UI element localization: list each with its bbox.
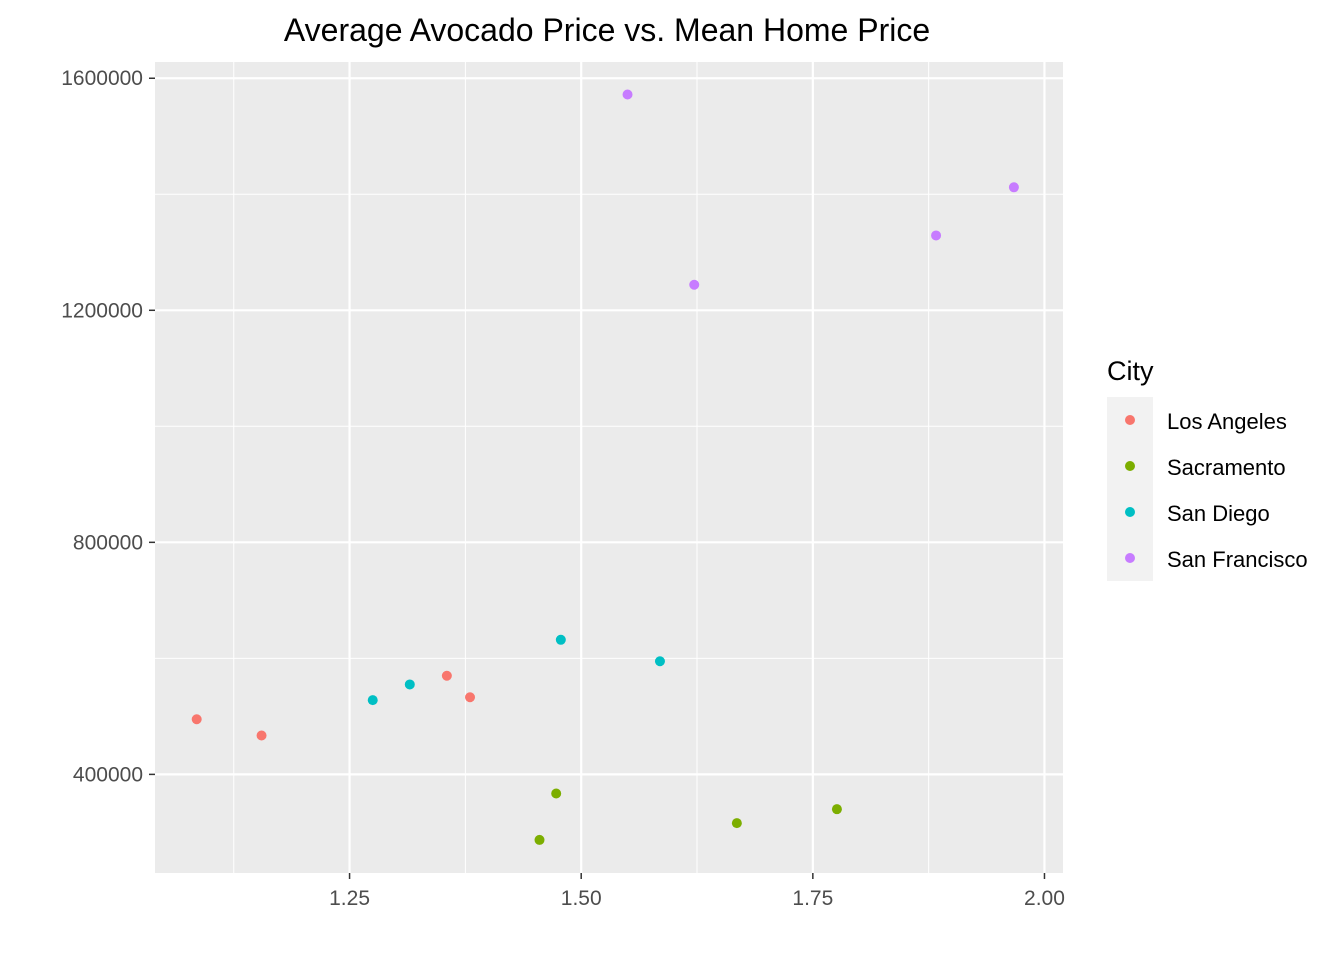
legend-label-los-angeles: Los Angeles — [1167, 409, 1287, 434]
point-sacramento — [551, 788, 562, 799]
y-axis: 400000 800000 1200000 1600000 — [61, 67, 155, 786]
x-tick-label: 1.50 — [561, 887, 602, 910]
x-tick-label: 1.25 — [329, 887, 370, 910]
legend-key-background — [1107, 397, 1153, 581]
point-san-francisco — [689, 279, 700, 290]
legend-label-sacramento: Sacramento — [1167, 455, 1286, 480]
legend-title: City — [1107, 356, 1154, 386]
legend-key-sacramento — [1125, 461, 1135, 471]
point-san-diego — [367, 695, 378, 706]
point-san-francisco — [1008, 182, 1019, 193]
legend-items: Los Angeles Sacramento San Diego San Franci… — [1125, 409, 1308, 572]
point-sacramento — [831, 804, 842, 815]
x-tick-label: 2.00 — [1024, 887, 1065, 910]
point-los-angeles — [441, 670, 452, 681]
legend-key-los-angeles — [1125, 415, 1135, 425]
point-los-angeles — [191, 714, 202, 725]
y-tick-label: 800000 — [73, 531, 143, 554]
legend-key-san-francisco — [1125, 553, 1135, 563]
point-los-angeles — [256, 730, 267, 741]
point-sacramento — [534, 834, 545, 845]
plot-panel — [155, 62, 1063, 873]
point-san-francisco — [622, 89, 633, 100]
point-los-angeles — [465, 692, 476, 703]
legend-key-san-diego — [1125, 507, 1135, 517]
point-san-diego — [404, 679, 415, 690]
point-san-francisco — [931, 230, 942, 241]
legend-label-san-francisco: San Francisco — [1167, 547, 1308, 572]
point-san-diego — [555, 634, 566, 645]
point-sacramento — [731, 818, 742, 829]
major-gridlines — [155, 62, 1063, 873]
point-san-diego — [654, 656, 665, 667]
y-tick-label: 400000 — [73, 763, 143, 786]
y-tick-label: 1600000 — [61, 67, 143, 90]
x-axis: 1.25 1.50 1.75 2.00 — [329, 873, 1065, 910]
y-tick-label: 1200000 — [61, 299, 143, 322]
data-points — [191, 89, 1019, 845]
legend-label-san-diego: San Diego — [1167, 501, 1270, 526]
legend: City Los Angeles Sacramento San Diego San F… — [1107, 356, 1308, 581]
chart-title: Average Avocado Price vs. Mean Home Pric… — [284, 12, 930, 48]
minor-gridlines — [155, 62, 1063, 873]
x-tick-label: 1.75 — [792, 887, 833, 910]
